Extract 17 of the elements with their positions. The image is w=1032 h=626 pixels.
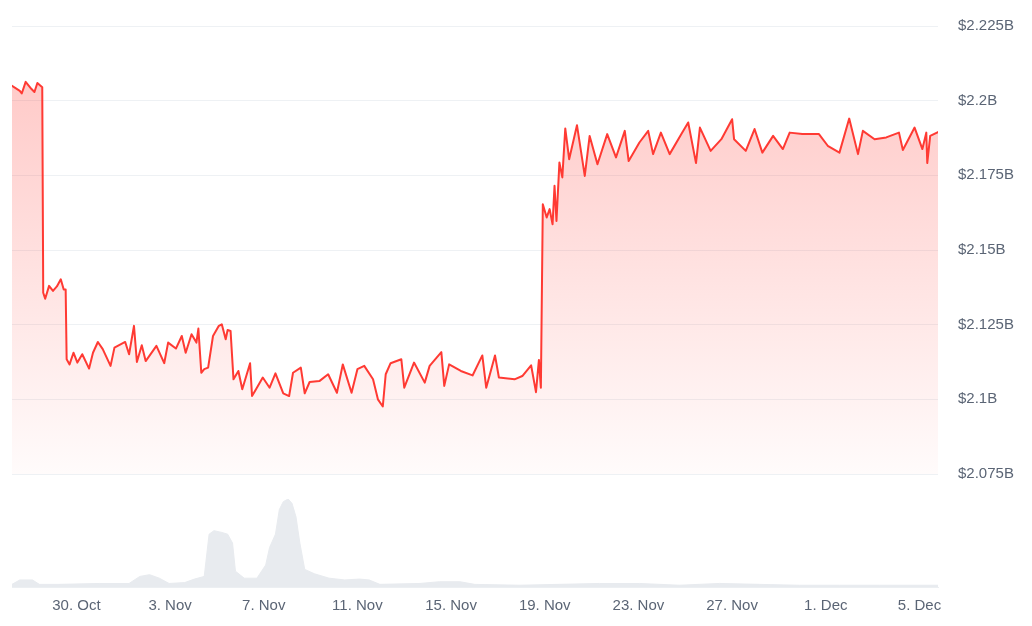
y-tick-label: $2.2B [958, 90, 998, 108]
x-tick-label: 30. Oct [52, 596, 102, 614]
x-tick-label: 5. Dec [897, 596, 942, 614]
y-tick-label: $2.125B [958, 314, 1014, 332]
x-tick-label: 27. Nov [706, 596, 759, 614]
y-tick-label: $2.075B [958, 464, 1014, 482]
x-tick-label: 3. Nov [148, 596, 193, 614]
x-tick-label: 7. Nov [242, 596, 286, 614]
x-tick-label: 15. Nov [425, 596, 478, 614]
y-tick-label: $2.1B [958, 389, 998, 407]
x-tick-label: 23. Nov [612, 596, 665, 614]
x-tick-label: 19. Nov [518, 596, 572, 614]
y-tick-label: $2.225B [958, 16, 1014, 34]
x-tick-label: 1. Dec [804, 596, 848, 614]
y-tick-label: $2.175B [958, 165, 1014, 183]
y-tick-label: $2.15B [958, 240, 1006, 258]
x-tick-label: 11. Nov [332, 596, 384, 614]
